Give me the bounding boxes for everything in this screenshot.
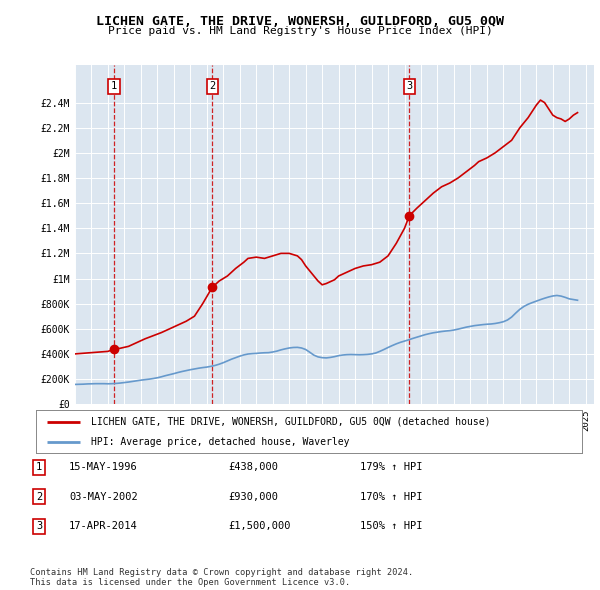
Text: 17-APR-2014: 17-APR-2014 — [69, 522, 138, 531]
Text: Contains HM Land Registry data © Crown copyright and database right 2024.
This d: Contains HM Land Registry data © Crown c… — [30, 568, 413, 587]
Text: £1,500,000: £1,500,000 — [228, 522, 290, 531]
Text: 15-MAY-1996: 15-MAY-1996 — [69, 463, 138, 472]
Text: 03-MAY-2002: 03-MAY-2002 — [69, 492, 138, 502]
Text: 179% ↑ HPI: 179% ↑ HPI — [360, 463, 422, 472]
Text: LICHEN GATE, THE DRIVE, WONERSH, GUILDFORD, GU5 0QW: LICHEN GATE, THE DRIVE, WONERSH, GUILDFO… — [96, 15, 504, 28]
Text: HPI: Average price, detached house, Waverley: HPI: Average price, detached house, Wave… — [91, 437, 349, 447]
Text: 170% ↑ HPI: 170% ↑ HPI — [360, 492, 422, 502]
Text: 1: 1 — [36, 463, 42, 472]
Text: Price paid vs. HM Land Registry's House Price Index (HPI): Price paid vs. HM Land Registry's House … — [107, 26, 493, 36]
Text: 3: 3 — [406, 81, 412, 91]
Text: 2: 2 — [209, 81, 215, 91]
Text: £438,000: £438,000 — [228, 463, 278, 472]
Text: 2: 2 — [36, 492, 42, 502]
Text: 150% ↑ HPI: 150% ↑ HPI — [360, 522, 422, 531]
Text: LICHEN GATE, THE DRIVE, WONERSH, GUILDFORD, GU5 0QW (detached house): LICHEN GATE, THE DRIVE, WONERSH, GUILDFO… — [91, 417, 490, 427]
Text: 3: 3 — [36, 522, 42, 531]
Text: 1: 1 — [111, 81, 117, 91]
Text: £930,000: £930,000 — [228, 492, 278, 502]
